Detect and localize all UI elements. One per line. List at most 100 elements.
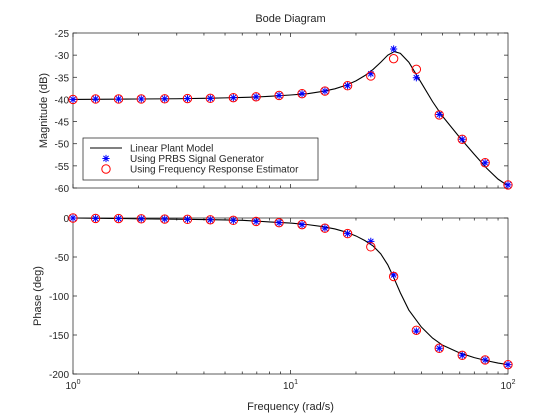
phase-fre-point: [182, 214, 193, 225]
magnitude-fre-point: [68, 94, 78, 105]
magnitude-prbs-point: [504, 181, 512, 189]
phase-ytick-label: -100: [49, 292, 69, 303]
magnitude-fre-point: [297, 88, 307, 99]
magnitude-prbs-point: [435, 110, 443, 119]
magnitude-prbs-point: [390, 45, 398, 53]
phase-fre-point: [136, 214, 146, 224]
phase-fre-point: [320, 223, 330, 233]
phase-ytick-label: -200: [49, 370, 69, 381]
phase-prbs-point: [412, 327, 420, 335]
magnitude-fre-point: [411, 64, 422, 75]
phase-series: [68, 213, 513, 370]
legend-label: Using Frequency Response Estimator: [130, 165, 299, 176]
magnitude-model-line: [72, 51, 509, 187]
phase-prbs-point: [229, 216, 237, 224]
legend-label: Using PRBS Signal Generator: [130, 154, 265, 165]
phase-prbs-point: [298, 221, 306, 229]
magnitude-fre-point: [388, 53, 399, 64]
magnitude-series: [68, 45, 513, 190]
phase-prbs-point: [367, 237, 375, 245]
magnitude-fre-point: [182, 93, 193, 104]
phase-fre-point: [159, 214, 170, 224]
magnitude-fre-point: [159, 94, 170, 104]
magnitude-fre-point: [480, 158, 490, 168]
phase-fre-point: [113, 213, 124, 224]
legend-entry: Using PRBS Signal Generator: [102, 154, 265, 165]
magnitude-ytick-label: -60: [55, 184, 70, 195]
phase-prbs-point: [69, 214, 77, 222]
phase-prbs-point: [481, 356, 489, 364]
magnitude-prbs-point: [206, 94, 214, 102]
phase-ylabel: Phase (deg): [32, 266, 44, 326]
magnitude-prbs-point: [69, 95, 77, 104]
phase-prbs-point: [161, 215, 169, 223]
phase-fre-point: [503, 359, 513, 370]
phase-fre-point: [434, 343, 444, 353]
magnitude-prbs-point: [91, 95, 100, 103]
magnitude-prbs-point: [229, 94, 237, 102]
phase-prbs-point: [343, 230, 352, 238]
magnitude-ylabel: Magnitude (dB): [38, 73, 50, 148]
magnitude-ytick-label: -45: [55, 118, 70, 129]
phase-fre-point: [90, 213, 101, 224]
magnitude-prbs-point: [252, 93, 260, 101]
phase-model-line: [72, 217, 509, 366]
phase-ytick-label: -50: [55, 253, 70, 264]
magnitude-prbs-point: [321, 87, 329, 95]
legend-star-swatch: [102, 154, 110, 163]
phase-prbs-point: [137, 215, 145, 223]
phase-prbs-point: [252, 217, 260, 226]
magnitude-prbs-point: [161, 95, 169, 103]
phase-fre-point: [297, 219, 307, 230]
magnitude-prbs-point: [275, 91, 283, 100]
phase-prbs-point: [183, 215, 192, 223]
magnitude-ticks: -25 -30 -35 -40 -45 -50 -55 -60: [55, 29, 508, 195]
phase-prbs-point: [504, 361, 512, 369]
legend-entry: Using Frequency Response Estimator: [101, 164, 299, 176]
legend-circle-swatch: [101, 164, 111, 174]
magnitude-fre-point: [90, 94, 101, 104]
phase-prbs-point: [435, 344, 443, 352]
phase-fre-point: [480, 355, 490, 365]
magnitude-ytick-label: -25: [55, 29, 70, 40]
magnitude-fre-point: [366, 71, 376, 81]
chart-title: Bode Diagram: [255, 13, 325, 25]
phase-fre-point: [205, 215, 216, 225]
magnitude-fre-point: [434, 110, 444, 120]
phase-fre-point: [251, 216, 261, 227]
magnitude-prbs-point: [298, 90, 306, 98]
magnitude-fre-point: [205, 93, 216, 104]
magnitude-ytick-label: -35: [55, 73, 70, 84]
magnitude-ytick-label: -30: [55, 51, 70, 62]
phase-fre-point: [457, 350, 467, 360]
phase-fre-point: [228, 215, 239, 226]
phase-ytick-label: 0: [63, 214, 69, 225]
phase-prbs-point: [458, 351, 466, 359]
magnitude-fre-point: [274, 90, 284, 101]
phase-prbs-point: [114, 214, 123, 223]
magnitude-fre-point: [503, 180, 513, 190]
legend-entry: Linear Plant Model: [90, 144, 213, 155]
magnitude-fre-point: [228, 92, 239, 103]
magnitude-fre-point: [320, 86, 330, 96]
magnitude-fre-point: [342, 81, 353, 91]
phase-fre-point: [342, 228, 353, 239]
magnitude-prbs-point: [343, 82, 352, 90]
phase-fre-point: [388, 271, 399, 282]
magnitude-ytick-label: -55: [55, 162, 70, 173]
magnitude-fre-point: [251, 92, 261, 102]
magnitude-prbs-point: [458, 135, 466, 143]
phase-prbs-point: [206, 216, 214, 224]
phase-ytick-label: -150: [49, 331, 69, 342]
magnitude-prbs-point: [137, 95, 145, 103]
magnitude-prbs-point: [183, 94, 192, 103]
legend-label: Linear Plant Model: [130, 144, 213, 155]
magnitude-fre-point: [113, 94, 124, 104]
phase-fre-point: [68, 213, 78, 223]
phase-prbs-point: [275, 219, 283, 227]
magnitude-prbs-point: [114, 95, 123, 103]
magnitude-fre-point: [136, 94, 146, 104]
